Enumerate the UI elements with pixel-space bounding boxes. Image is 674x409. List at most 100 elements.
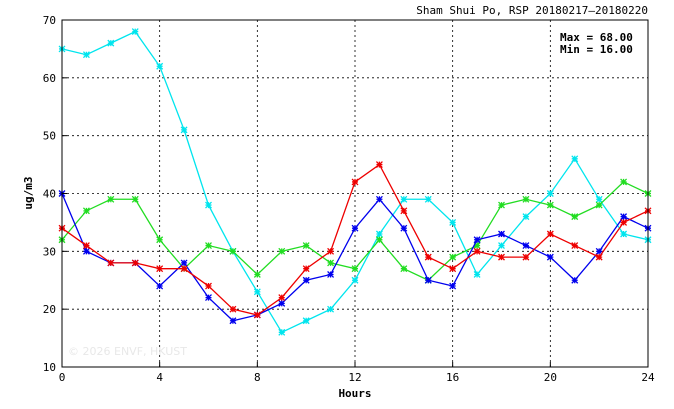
data-point-marker	[302, 265, 310, 273]
data-point-marker	[327, 305, 335, 313]
data-point-marker	[449, 282, 457, 290]
y-tick-label: 50	[43, 130, 56, 143]
data-point-marker	[473, 247, 481, 255]
data-point-marker	[571, 155, 579, 163]
data-point-marker	[253, 288, 261, 296]
data-point-marker	[351, 178, 359, 186]
data-point-marker	[107, 39, 115, 47]
x-tick-label: 16	[446, 371, 459, 384]
data-point-marker	[278, 247, 286, 255]
data-point-marker	[156, 236, 164, 244]
data-point-marker	[375, 195, 383, 203]
data-point-marker	[571, 213, 579, 221]
series-layer	[58, 28, 652, 336]
plot-frame	[61, 19, 649, 368]
data-point-marker	[424, 253, 432, 261]
data-point-marker	[253, 271, 261, 278]
data-point-marker	[82, 247, 90, 255]
data-point-marker	[302, 317, 310, 325]
data-point-marker	[107, 195, 115, 203]
data-point-marker	[131, 28, 139, 36]
data-point-marker	[229, 317, 237, 325]
data-point-marker	[107, 259, 115, 267]
data-point-marker	[400, 265, 408, 273]
data-point-marker	[400, 195, 408, 203]
data-point-marker	[180, 259, 188, 267]
data-point-marker	[156, 62, 164, 70]
data-point-marker	[229, 305, 237, 313]
data-point-marker	[351, 265, 359, 273]
data-point-marker	[302, 242, 310, 250]
data-point-marker	[449, 265, 457, 273]
data-point-marker	[498, 201, 505, 209]
data-series	[58, 161, 652, 319]
data-point-marker	[253, 311, 261, 319]
data-point-marker	[351, 276, 359, 284]
y-tick-label: 20	[43, 303, 56, 316]
data-point-marker	[131, 195, 139, 203]
data-point-marker	[82, 207, 90, 215]
data-point-marker	[595, 195, 603, 203]
data-point-marker	[327, 247, 335, 255]
data-point-marker	[156, 282, 164, 290]
data-point-marker	[229, 247, 237, 255]
data-point-marker	[351, 224, 359, 232]
data-point-marker	[375, 161, 383, 169]
data-point-marker	[620, 230, 628, 238]
series-line	[61, 163, 649, 316]
y-tick-label: 70	[43, 14, 56, 27]
data-point-marker	[449, 253, 457, 261]
data-point-marker	[546, 230, 554, 238]
y-tick-label: 30	[43, 245, 56, 258]
data-point-marker	[180, 126, 188, 134]
data-point-marker	[546, 253, 554, 261]
data-point-marker	[400, 224, 408, 232]
y-tick-label: 60	[43, 72, 56, 85]
data-point-marker	[156, 265, 164, 273]
data-point-marker	[522, 242, 530, 250]
data-point-marker	[571, 242, 579, 250]
data-point-marker	[522, 213, 530, 221]
data-point-marker	[302, 276, 310, 284]
data-point-marker	[522, 253, 530, 261]
x-tick-label: 24	[641, 371, 655, 384]
x-tick-label: 20	[544, 371, 557, 384]
data-point-marker	[278, 328, 286, 336]
x-axis-title: Hours	[338, 387, 371, 400]
data-point-marker	[400, 207, 408, 215]
data-point-marker	[595, 247, 603, 255]
x-tick-label: 12	[348, 371, 361, 384]
data-point-marker	[473, 242, 481, 250]
data-point-marker	[205, 242, 212, 250]
data-point-marker	[498, 253, 505, 261]
data-point-marker	[522, 195, 530, 203]
data-point-marker	[595, 253, 603, 261]
max-label: Max = 68.00	[560, 31, 633, 44]
y-tick-label: 10	[43, 361, 56, 374]
data-point-marker	[424, 276, 432, 284]
data-point-marker	[82, 51, 90, 59]
data-point-marker	[620, 178, 628, 186]
data-series	[58, 178, 652, 284]
data-point-marker	[498, 242, 505, 250]
grid-lines	[62, 20, 648, 367]
axis-ticks: 0 4 8 12 16 20 24 10 20 30 40 50 60 70	[43, 14, 655, 384]
y-axis-title: ug/m3	[22, 176, 35, 209]
data-point-marker	[620, 213, 628, 221]
data-point-marker	[595, 201, 603, 209]
y-tick-label: 40	[43, 188, 56, 201]
data-point-marker	[571, 276, 579, 284]
data-point-marker	[82, 242, 90, 250]
data-point-marker	[473, 271, 481, 278]
data-point-marker	[327, 259, 335, 267]
data-point-marker	[131, 259, 139, 267]
watermark-text: © 2026 ENVF, HKUST	[68, 345, 187, 358]
data-point-marker	[205, 282, 212, 290]
data-point-marker	[546, 190, 554, 197]
x-tick-label: 4	[156, 371, 163, 384]
chart-title: Sham Shui Po, RSP 20180217–20180220	[416, 4, 648, 17]
x-tick-label: 8	[254, 371, 261, 384]
data-point-marker	[375, 230, 383, 238]
min-label: Min = 16.00	[560, 43, 633, 56]
